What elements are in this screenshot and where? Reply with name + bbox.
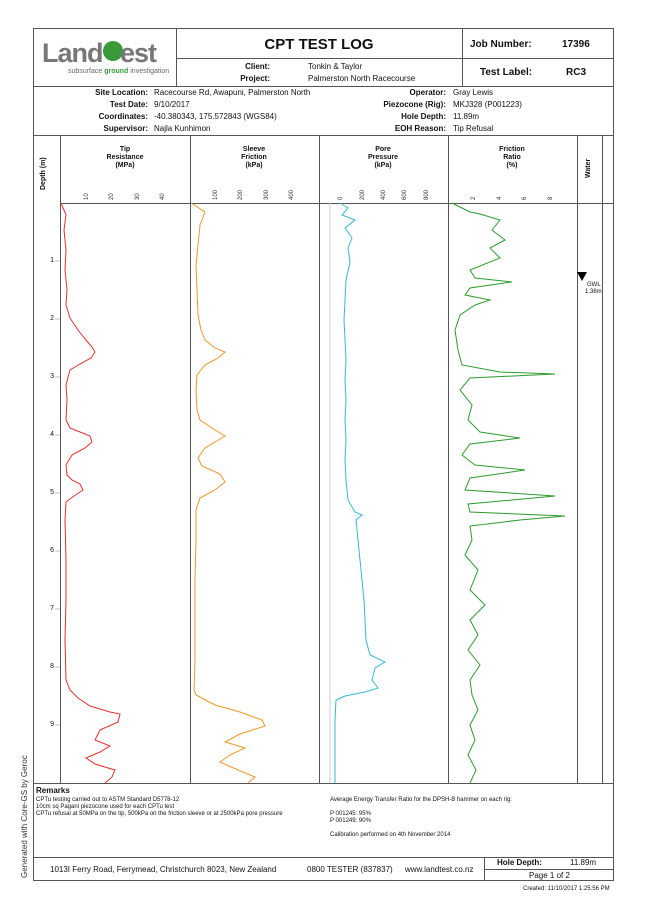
remark-line: P 001249: 90% [330,818,371,824]
remarks-left: CPTu testing carried out to ASTM Standar… [36,797,283,818]
pore-pressure-header: Pore Pressure (kPa) [368,146,398,169]
friction-ratio-header: Friction Ratio (%) [499,146,525,169]
job-number-value: 17396 [562,39,590,50]
remark-line: Average Energy Transfer Ratio for the DP… [330,797,512,803]
test-date-value: 9/10/2017 [154,100,190,109]
depth-label: 1 [50,257,54,264]
header-divider-v [462,28,463,86]
depth-label: 4 [50,431,54,438]
footer-address: 1013I Ferry Road, Ferrymead, Christchurc… [50,865,277,874]
job-number-label: Job Number: [470,39,532,50]
remarks-right: Average Energy Transfer Ratio for the DP… [330,797,512,839]
test-date-label: Test Date: [109,100,148,109]
coordinates-label: Coordinates: [98,112,148,121]
eoh-reason-label: EOH Reason: [394,124,446,133]
column-divider [319,135,320,783]
pore-pressure-trace [334,202,387,783]
page-title: CPT TEST LOG [264,36,374,53]
depth-label: 5 [50,489,54,496]
project-label: Project: [240,74,270,83]
gwl-value: 1.36m [585,289,602,295]
operator-label: Operator: [409,88,446,97]
operator-value: Gray Lewis [453,88,494,97]
site-location-value: Racecourse Rd, Awapuni, Palmerston North [154,88,311,97]
depth-label: 8 [50,663,54,670]
supervisor-label: Supervisor: [103,124,148,133]
plot-top-border [33,135,614,136]
remark-line: CPTu testing carried out to ASTM Standar… [36,797,180,803]
column-divider [577,135,578,783]
depth-label: 7 [50,605,54,612]
footer-hole-depth-value: 11.89m [570,858,597,867]
friction-ratio-trace [451,202,566,784]
footer-hole-depth-label: Hole Depth: [497,858,542,867]
column-divider [60,135,61,783]
footer-divider [484,869,614,870]
piezocone-label: Piezocone (Rig): [383,100,446,109]
logo-tagline: subsurface ground investigation [68,68,170,75]
remarks-title: Remarks [36,786,70,795]
column-divider [448,135,449,783]
log-sheet-frame [33,28,614,881]
eoh-reason-value: Tip Refusal [453,124,494,133]
sleeve-friction-trace [190,202,266,784]
sleeve-friction-header: Sleeve Friction (kPa) [241,146,267,169]
test-label-value: RC3 [566,67,587,78]
remark-line: Calibration performed on 4th November 20… [330,832,451,838]
project-value: Palmerston North Racecourse [308,74,416,83]
logo-test-text: est [120,38,157,68]
supervisor-value: Najla Kunhimon [154,124,211,133]
plot-axis-line [60,203,614,204]
depth-label: 6 [50,547,54,554]
generated-by-note: Generated with Core-GS by Geroc [20,755,29,878]
gwl-marker-icon [577,272,587,281]
logo-land-text: Land [42,38,103,68]
remark-line: 10cm sq Pagani piezocone used for each C… [36,804,175,810]
test-label-label: Test Label: [480,67,533,78]
plot-bottom-border [33,783,614,784]
created-timestamp: Created: 11/10/2017 1:25:56 PM [523,886,610,892]
page-indicator: Page 1 of 2 [529,871,570,880]
remark-line: CPTu refusal at 50MPa on the tip, 500kPa… [36,811,283,817]
site-location-label: Site Location: [95,88,148,97]
client-label: Client: [245,62,270,71]
header-divider-v [176,28,177,86]
column-divider [602,135,603,783]
depth-label: 9 [50,721,54,728]
tip-resistance-header: Tip Resistance (MPa) [106,146,144,169]
header-divider [33,86,614,87]
hole-depth-label: Hole Depth: [401,112,446,121]
depth-label: 2 [50,315,54,322]
gwl-label: GWL [587,282,601,288]
column-divider [190,135,191,783]
tip-resistance-trace [60,202,121,784]
footer-website[interactable]: www.landtest.co.nz [405,865,474,874]
piezocone-value: MKJ328 (P001223) [453,100,522,109]
header-divider [176,58,614,59]
hole-depth-value: 11.89m [453,112,480,121]
depth-label: 3 [50,373,54,380]
footer-phone: 0800 TESTER (837837) [307,865,393,874]
client-value: Tonkin & Taylor [308,62,363,71]
coordinates-value: -40.380343, 175.572843 (WGS84) [154,112,277,121]
footer-divider [33,857,614,858]
logo-globe-icon [103,41,123,61]
remark-line: P 001245: 95% [330,811,371,817]
